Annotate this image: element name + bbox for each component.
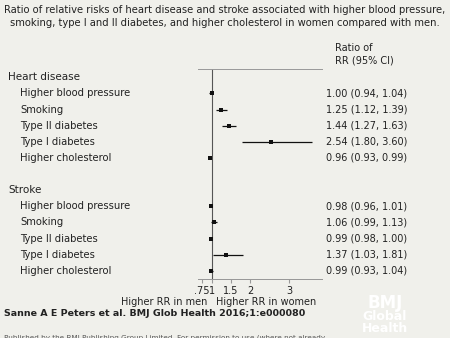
Text: Type II diabetes: Type II diabetes — [20, 121, 98, 131]
Text: 1.44 (1.27, 1.63): 1.44 (1.27, 1.63) — [326, 121, 407, 131]
Text: Smoking: Smoking — [20, 104, 63, 115]
Text: 0.96 (0.93, 0.99): 0.96 (0.93, 0.99) — [326, 153, 407, 163]
Text: Sanne A E Peters et al. BMJ Glob Health 2016;1:e000080: Sanne A E Peters et al. BMJ Glob Health … — [4, 309, 306, 318]
Text: 1.06 (0.99, 1.13): 1.06 (0.99, 1.13) — [326, 217, 407, 227]
Text: Higher cholesterol: Higher cholesterol — [20, 153, 111, 163]
Text: Higher blood pressure: Higher blood pressure — [20, 89, 130, 98]
Text: Published by the BMJ Publishing Group Limited. For permission to use (where not : Published by the BMJ Publishing Group Li… — [4, 335, 344, 338]
Text: Higher RR in men: Higher RR in men — [121, 297, 207, 308]
Text: Type I diabetes: Type I diabetes — [20, 137, 95, 147]
Text: Higher blood pressure: Higher blood pressure — [20, 201, 130, 211]
Text: Smoking: Smoking — [20, 217, 63, 227]
Text: 0.99 (0.93, 1.04): 0.99 (0.93, 1.04) — [326, 266, 407, 276]
Text: 2.54 (1.80, 3.60): 2.54 (1.80, 3.60) — [326, 137, 407, 147]
Text: Ratio of
RR (95% CI): Ratio of RR (95% CI) — [335, 43, 394, 66]
Text: Ratio of relative risks of heart disease and stroke associated with higher blood: Ratio of relative risks of heart disease… — [4, 5, 446, 28]
Text: 1.25 (1.12, 1.39): 1.25 (1.12, 1.39) — [326, 104, 407, 115]
Text: Stroke: Stroke — [9, 185, 42, 195]
Text: Type I diabetes: Type I diabetes — [20, 250, 95, 260]
Text: 0.98 (0.96, 1.01): 0.98 (0.96, 1.01) — [326, 201, 407, 211]
Text: 1.00 (0.94, 1.04): 1.00 (0.94, 1.04) — [326, 89, 407, 98]
Text: Global: Global — [363, 310, 407, 323]
Text: BMJ: BMJ — [367, 294, 402, 312]
Text: Higher RR in women: Higher RR in women — [216, 297, 316, 308]
Text: Health: Health — [362, 321, 408, 335]
Text: 1.37 (1.03, 1.81): 1.37 (1.03, 1.81) — [326, 250, 407, 260]
Text: Type II diabetes: Type II diabetes — [20, 234, 98, 244]
Text: 0.99 (0.98, 1.00): 0.99 (0.98, 1.00) — [326, 234, 407, 244]
Text: Heart disease: Heart disease — [9, 72, 81, 82]
Text: Higher cholesterol: Higher cholesterol — [20, 266, 111, 276]
